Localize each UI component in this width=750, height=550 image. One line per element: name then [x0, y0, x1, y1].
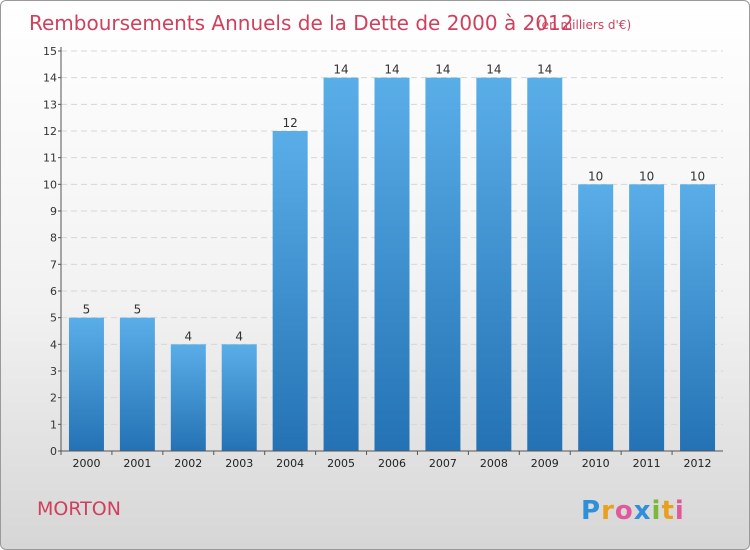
x-tick-label: 2003	[225, 457, 253, 470]
y-tick-label: 7	[50, 258, 57, 271]
x-tick-label: 2010	[582, 457, 610, 470]
bar-2011	[629, 184, 665, 452]
y-tick-label: 10	[43, 178, 57, 191]
y-tick-label: 1	[50, 418, 57, 431]
axes	[60, 47, 723, 452]
commune-name: MORTON	[37, 498, 121, 520]
x-tick-label: 2001	[123, 457, 151, 470]
bar-2005	[323, 77, 359, 452]
y-tick-label: 8	[50, 232, 57, 245]
bar-2004	[272, 131, 308, 451]
bar-2003	[221, 344, 257, 451]
x-axis-ticks: 2000 2001 2002 2003 2004 2005 2006 2007 2008 2009…	[60, 451, 712, 470]
y-tick-label: 12	[43, 125, 57, 138]
x-tick-label: 2004	[276, 457, 304, 470]
chart-title: Remboursements Annuels de la Dette de 20…	[29, 11, 573, 35]
y-tick-label: 4	[50, 338, 57, 351]
bar-2012	[680, 184, 716, 452]
data-label: 5	[134, 303, 142, 317]
y-tick-label: 0	[50, 445, 57, 458]
svg-text:Proxiti: Proxiti	[581, 496, 685, 526]
data-labels: 5 5 4 4 12 14 14 14 14 14 10 10 10	[83, 63, 706, 344]
data-label: 10	[588, 169, 603, 183]
data-label: 4	[184, 329, 192, 343]
bar-2000	[68, 317, 104, 451]
bar-2001	[119, 317, 155, 451]
data-label: 12	[283, 116, 298, 130]
x-tick-label: 2006	[378, 457, 406, 470]
data-label: 4	[235, 329, 243, 343]
data-label: 10	[690, 169, 705, 183]
data-label: 10	[639, 169, 654, 183]
y-tick-label: 2	[50, 392, 57, 405]
chart-subtitle: (en milliers d'€)	[537, 18, 631, 32]
x-tick-label: 2011	[633, 457, 661, 470]
x-tick-label: 2000	[72, 457, 100, 470]
y-tick-label: 11	[43, 152, 57, 165]
bar-2008	[476, 77, 512, 452]
y-tick-label: 5	[50, 312, 57, 325]
bar-2006	[374, 77, 410, 452]
data-label: 14	[333, 63, 348, 77]
data-label: 14	[537, 63, 552, 77]
data-label: 14	[384, 63, 399, 77]
y-tick-label: 9	[50, 205, 57, 218]
y-tick-label: 13	[43, 98, 57, 111]
x-tick-label: 2005	[327, 457, 355, 470]
bars	[68, 77, 716, 452]
x-tick-label: 2007	[429, 457, 457, 470]
bar-2007	[425, 77, 461, 452]
x-tick-label: 2009	[531, 457, 559, 470]
y-tick-label: 6	[50, 285, 57, 298]
y-tick-label: 15	[43, 45, 57, 58]
x-tick-label: 2002	[174, 457, 202, 470]
y-tick-label: 3	[50, 365, 57, 378]
data-label: 14	[435, 63, 450, 77]
bar-2010	[578, 184, 614, 452]
data-label: 5	[83, 303, 91, 317]
bar-2002	[170, 344, 206, 451]
data-label: 14	[486, 63, 501, 77]
x-tick-label: 2012	[684, 457, 712, 470]
proxiti-logo: Proxiti	[581, 496, 685, 526]
y-tick-label: 14	[43, 72, 57, 85]
x-tick-label: 2008	[480, 457, 508, 470]
bar-2009	[527, 77, 563, 452]
